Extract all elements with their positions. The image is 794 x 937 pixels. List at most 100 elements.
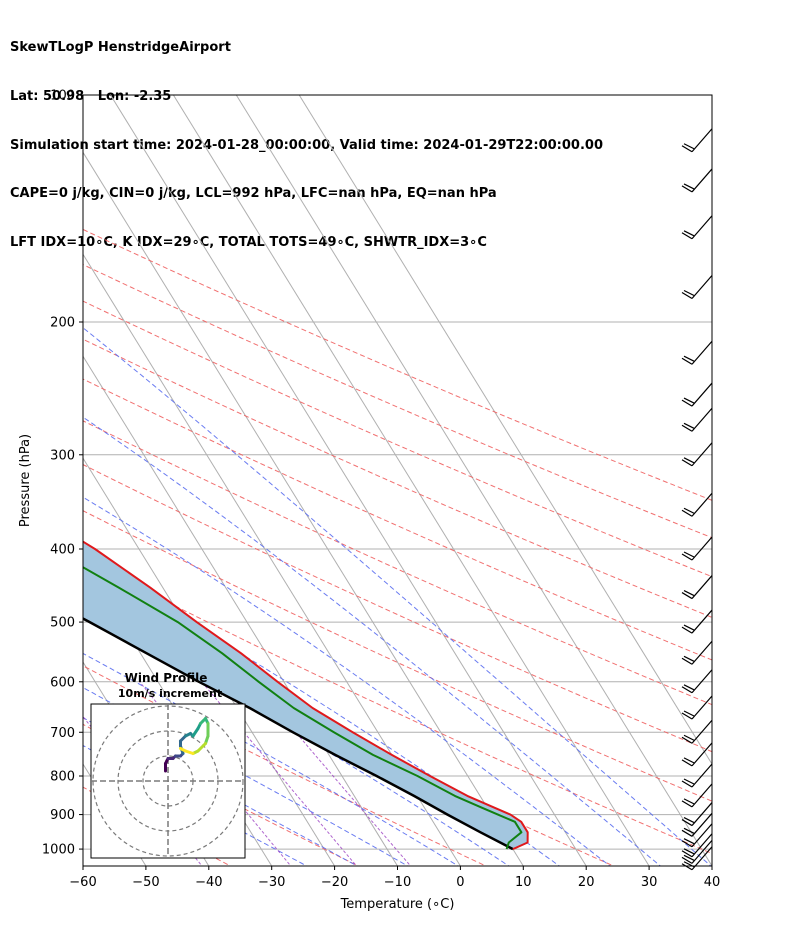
wind-barb xyxy=(681,846,713,871)
barb-staff xyxy=(691,839,713,864)
barb-flag xyxy=(681,736,693,744)
y-tick-label: 800 xyxy=(50,770,75,785)
dry-adiabat xyxy=(83,558,712,855)
barb-staff xyxy=(691,442,713,467)
wind-barb xyxy=(681,609,713,634)
barb-flag xyxy=(681,856,693,864)
y-tick-label: 400 xyxy=(50,543,75,558)
dry-adiabat xyxy=(83,665,488,866)
cape-line: CAPE=0 j/kg, CIN=0 j/kg, LCL=992 hPa, LF… xyxy=(10,186,497,202)
barb-flag xyxy=(683,551,695,558)
barb-flag xyxy=(683,838,695,845)
mixing-ratio-line xyxy=(252,681,412,866)
barb-staff xyxy=(691,575,713,599)
barb-flag xyxy=(683,827,695,834)
wind-barb xyxy=(681,783,713,808)
chart-title: SkewTLogP HenstridgeAirport xyxy=(10,40,231,56)
wind-barb xyxy=(681,812,713,837)
barb-flag xyxy=(683,289,695,297)
wind-barb xyxy=(681,719,713,744)
hodograph-segment xyxy=(191,727,200,738)
y-tick-label: 200 xyxy=(50,316,75,331)
barb-flag xyxy=(681,759,693,767)
barb-staff xyxy=(691,640,713,665)
wind-barb xyxy=(681,275,713,300)
barb-flag xyxy=(681,800,693,808)
y-tick-label: 100 xyxy=(50,89,75,104)
barb-flag xyxy=(681,459,693,467)
barb-staff xyxy=(691,407,713,432)
barb-flag xyxy=(683,422,695,429)
x-tick-label: 30 xyxy=(641,875,658,890)
x-tick-label: 10 xyxy=(515,875,532,890)
barb-flag xyxy=(681,780,693,788)
dry-adiabat xyxy=(83,510,712,802)
barb-flag xyxy=(683,457,695,464)
hodograph-segment xyxy=(179,747,187,753)
chart-header: SkewTLogP HenstridgeAirport Lat: 50.98 L… xyxy=(10,8,603,267)
isotherm-line xyxy=(109,95,587,866)
barb-flag xyxy=(683,710,695,717)
wind-barb xyxy=(681,492,713,517)
barb-flag xyxy=(681,829,693,837)
barb-flag xyxy=(681,185,693,193)
barb-staff xyxy=(691,763,713,788)
isotherm-line xyxy=(172,95,650,866)
wind-barb xyxy=(681,575,713,600)
barb-flag xyxy=(681,657,693,665)
x-tick-label: −30 xyxy=(258,875,285,890)
hodograph-segment xyxy=(196,742,207,753)
wind-barb xyxy=(681,669,713,694)
wind-barb xyxy=(681,802,713,827)
y-tick-label: 600 xyxy=(50,675,75,690)
moist-adiabat xyxy=(83,416,662,866)
hodograph-subtitle: 10m/s increment xyxy=(118,687,222,700)
isotherm-line xyxy=(83,151,524,866)
barb-flag xyxy=(683,183,695,190)
wind-barb xyxy=(681,536,713,561)
x-tick-label: 20 xyxy=(578,875,595,890)
x-tick-label: −20 xyxy=(321,875,348,890)
barb-flag xyxy=(681,626,693,634)
moist-adiabat xyxy=(83,652,460,866)
moist-adiabat xyxy=(83,612,510,866)
barb-flag xyxy=(683,507,695,514)
barb-flag xyxy=(681,863,693,871)
barb-flag xyxy=(681,145,693,153)
barb-flag xyxy=(681,686,693,694)
dry-adiabat xyxy=(83,420,712,706)
barb-staff xyxy=(691,695,713,720)
parcel-path-line xyxy=(83,617,514,851)
barb-flag xyxy=(683,397,695,404)
barb-flag xyxy=(683,143,695,150)
x-tick-label: −60 xyxy=(69,875,96,890)
wind-barb xyxy=(681,640,713,665)
isotherm-line xyxy=(83,253,461,866)
wind-barb xyxy=(681,407,713,432)
moist-adiabat xyxy=(83,327,712,866)
barb-flag xyxy=(683,684,695,691)
wind-barb xyxy=(681,742,713,767)
y-tick-label: 1000 xyxy=(42,843,75,858)
barb-staff xyxy=(691,382,713,407)
wind-barb xyxy=(681,833,713,858)
barb-staff xyxy=(691,823,713,848)
barb-flag xyxy=(683,848,695,855)
wind-barb xyxy=(681,695,713,720)
barb-staff xyxy=(691,609,713,634)
barb-flag xyxy=(683,624,695,631)
isotherm-line xyxy=(298,95,712,766)
hodograph-title: Wind Profile xyxy=(125,671,208,685)
barb-flag xyxy=(681,357,693,365)
barb-staff xyxy=(691,846,713,871)
barb-staff xyxy=(691,275,713,299)
barb-staff xyxy=(691,783,713,808)
wind-barb xyxy=(681,168,713,193)
barb-staff xyxy=(691,536,713,561)
wind-barb xyxy=(681,382,713,407)
barb-flag xyxy=(683,817,695,824)
barb-flag xyxy=(681,399,693,407)
isotherm-line xyxy=(83,865,84,866)
barb-flag xyxy=(681,819,693,827)
